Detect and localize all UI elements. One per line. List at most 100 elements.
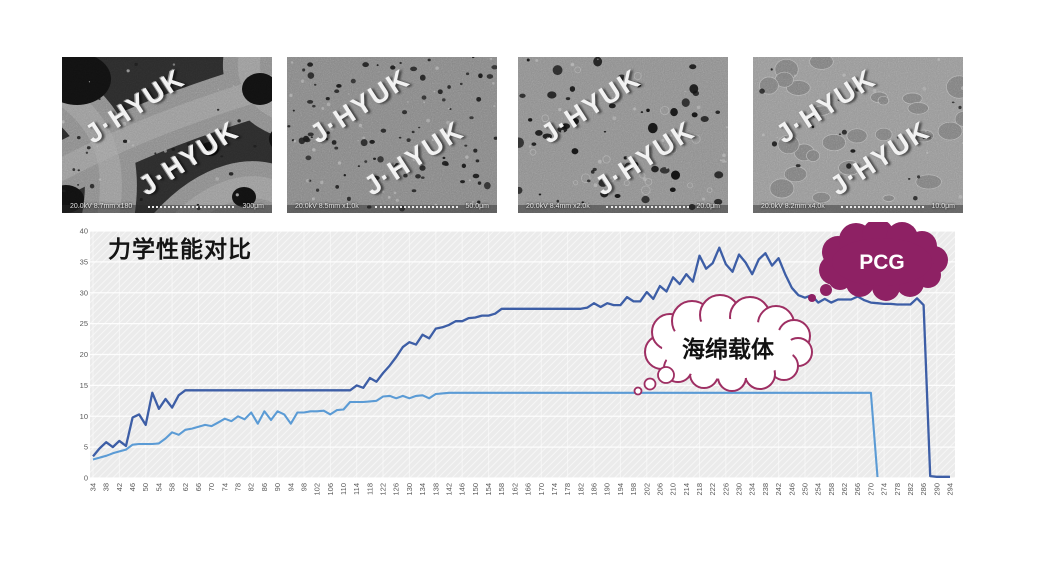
- x-axis-tick-label: 294: [946, 483, 955, 496]
- x-axis-tick-label: 50: [141, 483, 150, 491]
- thought-trail-bubble: [643, 377, 657, 391]
- x-axis-tick-label: 142: [444, 483, 453, 496]
- metadata-strip: [753, 205, 963, 213]
- y-axis-tick-label: 5: [84, 443, 88, 452]
- x-axis-tick-label: 150: [471, 483, 480, 496]
- x-axis-tick-label: 242: [774, 483, 783, 496]
- sem-scale-label: 20.0μm: [696, 203, 721, 210]
- sem-metadata-bar: 20.0kV 8.2mm x4.0k 10.0μm: [761, 203, 955, 210]
- x-axis-tick-label: 42: [115, 483, 124, 491]
- metadata-strip: [287, 205, 497, 213]
- y-axis-tick-label: 25: [80, 319, 88, 328]
- x-axis-tick-label: 102: [313, 483, 322, 496]
- x-axis-tick-label: 126: [392, 483, 401, 496]
- sponge-callout-label: 海绵载体: [682, 336, 775, 362]
- x-axis-tick-label: 190: [603, 483, 612, 496]
- x-axis-tick-label: 246: [787, 483, 796, 496]
- pcg-callout-label: PCG: [859, 251, 905, 274]
- sem-scale-label: 10.0μm: [931, 203, 956, 210]
- x-axis-tick-label: 54: [154, 483, 163, 491]
- x-axis-tick-label: 166: [524, 483, 533, 496]
- sem-metadata-bar: 20.0kV 8.4mm x2.0k 20.0μm: [526, 203, 720, 210]
- x-axis-tick-label: 250: [800, 483, 809, 496]
- sem-metadata-label: 20.0kV 8.2mm x4.0k: [761, 203, 825, 210]
- x-axis-tick-label: 198: [629, 483, 638, 496]
- x-axis-tick-label: 290: [932, 483, 941, 496]
- pcg-callout-cloud: PCG: [808, 222, 948, 302]
- sem-micrograph-texture: [62, 57, 272, 213]
- sem-scale-bar: [840, 203, 924, 208]
- sem-metadata-label: 20.0kV 8.4mm x2.0k: [526, 203, 590, 210]
- x-axis-tick-label: 218: [695, 483, 704, 496]
- x-axis-tick-label: 170: [537, 483, 546, 496]
- grain-overlay: [62, 57, 272, 213]
- x-axis-tick-label: 222: [708, 483, 717, 496]
- x-axis-tick-label: 286: [919, 483, 928, 496]
- y-axis-tick-label: 0: [84, 474, 88, 483]
- x-axis-tick-label: 38: [102, 483, 111, 491]
- x-axis-tick-label: 86: [260, 483, 269, 491]
- chart-title: 力学性能对比: [108, 236, 252, 262]
- x-axis-tick-label: 206: [655, 483, 664, 496]
- x-axis-tick-label: 258: [827, 483, 836, 496]
- x-axis-tick-label: 118: [365, 483, 374, 495]
- x-axis-tick-label: 134: [418, 483, 427, 496]
- x-axis-tick-label: 230: [735, 483, 744, 496]
- thought-trail-bubble: [808, 294, 816, 302]
- x-axis-tick-label: 182: [576, 483, 585, 496]
- chart-canvas: 0 5 10 15 20 25 30 35 40 34 38 42 46 50 54 58 62 66 70 74 78…: [80, 222, 955, 496]
- x-axis-tick-label: 174: [550, 483, 559, 496]
- metadata-strip: [62, 205, 272, 213]
- x-axis-tick-label: 238: [761, 483, 770, 496]
- x-axis-tick-label: 138: [431, 483, 440, 496]
- x-axis-tick-label: 202: [642, 483, 651, 496]
- x-axis-tick-label: 78: [234, 483, 243, 491]
- sem-image-1: J·HYUK J·HYUK 20.0kV 8.7mm x180 300μm: [62, 57, 272, 213]
- x-axis-tick-label: 262: [840, 483, 849, 496]
- sem-metadata-label: 20.0kV 8.5mm x1.0k: [295, 203, 359, 210]
- x-axis-tick-label: 46: [128, 483, 137, 491]
- x-axis-tick-label: 98: [299, 483, 308, 491]
- x-axis-tick-label: 154: [484, 483, 493, 496]
- cloud-body: [832, 238, 932, 286]
- x-axis-tick-label: 62: [181, 483, 190, 491]
- x-axis-tick-label: 210: [669, 483, 678, 496]
- sem-scale-label: 300μm: [242, 203, 264, 210]
- x-axis-tick-label: 270: [866, 483, 875, 496]
- thought-trail-bubble: [657, 366, 675, 384]
- sem-image-2: J·HYUK J·HYUK 20.0kV 8.5mm x1.0k 50.0μm: [287, 57, 497, 213]
- x-axis-tick-label: 110: [339, 483, 348, 495]
- cloud-body: [662, 319, 794, 379]
- grain-overlay: [287, 57, 497, 213]
- y-axis-tick-label: 10: [80, 412, 88, 421]
- x-axis-tick-label: 214: [682, 483, 691, 496]
- x-axis-tick-label: 266: [853, 483, 862, 496]
- x-axis-tick-label: 234: [748, 483, 757, 496]
- mechanical-comparison-chart: 0 5 10 15 20 25 30 35 40 34 38 42 46 50 54 58 62 66 70 74 78…: [78, 222, 965, 525]
- grain-overlay: [518, 57, 728, 213]
- x-axis-tick-label: 278: [893, 483, 902, 496]
- sem-metadata-bar: 20.0kV 8.7mm x180 300μm: [70, 203, 264, 210]
- sem-image-4: J·HYUK J·HYUK 20.0kV 8.2mm x4.0k 10.0μm: [753, 57, 963, 213]
- x-axis-tick-label: 194: [616, 483, 625, 496]
- grain-overlay: [753, 57, 963, 213]
- x-axis-tick-label: 254: [814, 483, 823, 496]
- y-axis-tick-label: 30: [80, 288, 88, 297]
- sem-scale-bar: [374, 203, 458, 208]
- sem-scale-label: 50.0μm: [465, 203, 490, 210]
- metadata-strip: [518, 205, 728, 213]
- x-axis-tick-label: 226: [721, 483, 730, 496]
- x-axis-tick-label: 186: [590, 483, 599, 496]
- x-axis-tick-label: 162: [510, 483, 519, 496]
- x-axis-tick-label: 146: [458, 483, 467, 496]
- y-axis-tick-label: 15: [80, 381, 88, 390]
- sem-metadata-bar: 20.0kV 8.5mm x1.0k 50.0μm: [295, 203, 489, 210]
- y-axis-tick-label: 20: [80, 350, 88, 359]
- x-axis-tick-label: 282: [906, 483, 915, 496]
- x-axis-tick-label: 106: [326, 483, 335, 496]
- x-axis-tick-label: 66: [194, 483, 203, 491]
- sem-micrograph-texture: [753, 57, 963, 213]
- x-axis-tick-label: 82: [247, 483, 256, 491]
- x-axis-tick-label: 114: [352, 483, 361, 495]
